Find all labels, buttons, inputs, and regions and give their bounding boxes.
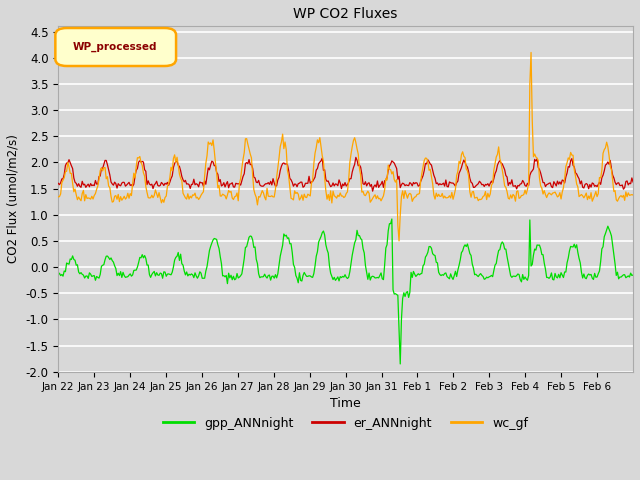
er_ANNnight (369, 188, 376, 194)
gpp_ANNnight (479, 274, 487, 279)
wc_gf (297, 195, 305, 201)
wc_gf (376, 195, 384, 201)
gpp_ANNnight (396, 361, 404, 367)
er_ANNnight (352, 155, 360, 160)
gpp_ANNnight (406, 289, 413, 295)
Legend: gpp_ANNnight, er_ANNnight, wc_gf: gpp_ANNnight, er_ANNnight, wc_gf (158, 412, 533, 434)
er_ANNnight (233, 181, 241, 187)
wc_gf (478, 196, 486, 202)
er_ANNnight (479, 181, 487, 187)
er_ANNnight (579, 184, 586, 190)
gpp_ANNnight (54, 272, 62, 277)
er_ANNnight (406, 180, 413, 185)
wc_gf (527, 49, 535, 55)
er_ANNnight (629, 179, 637, 185)
wc_gf (396, 238, 403, 244)
wc_gf (233, 190, 241, 196)
FancyBboxPatch shape (55, 28, 176, 66)
wc_gf (629, 192, 637, 198)
Line: wc_gf: wc_gf (58, 52, 633, 241)
gpp_ANNnight (376, 273, 384, 278)
wc_gf (54, 194, 62, 200)
gpp_ANNnight (579, 275, 586, 281)
gpp_ANNnight (233, 271, 241, 276)
Text: WP_processed: WP_processed (72, 42, 157, 52)
er_ANNnight (297, 179, 305, 185)
Line: er_ANNnight: er_ANNnight (58, 157, 633, 191)
gpp_ANNnight (629, 272, 637, 278)
er_ANNnight (54, 180, 62, 186)
gpp_ANNnight (388, 216, 396, 222)
gpp_ANNnight (297, 277, 305, 283)
er_ANNnight (378, 179, 386, 184)
Title: WP CO2 Fluxes: WP CO2 Fluxes (294, 7, 398, 21)
Y-axis label: CO2 Flux (umol/m2/s): CO2 Flux (umol/m2/s) (7, 134, 20, 264)
X-axis label: Time: Time (330, 397, 361, 410)
Line: gpp_ANNnight: gpp_ANNnight (58, 219, 633, 364)
wc_gf (405, 192, 413, 197)
wc_gf (579, 193, 586, 199)
